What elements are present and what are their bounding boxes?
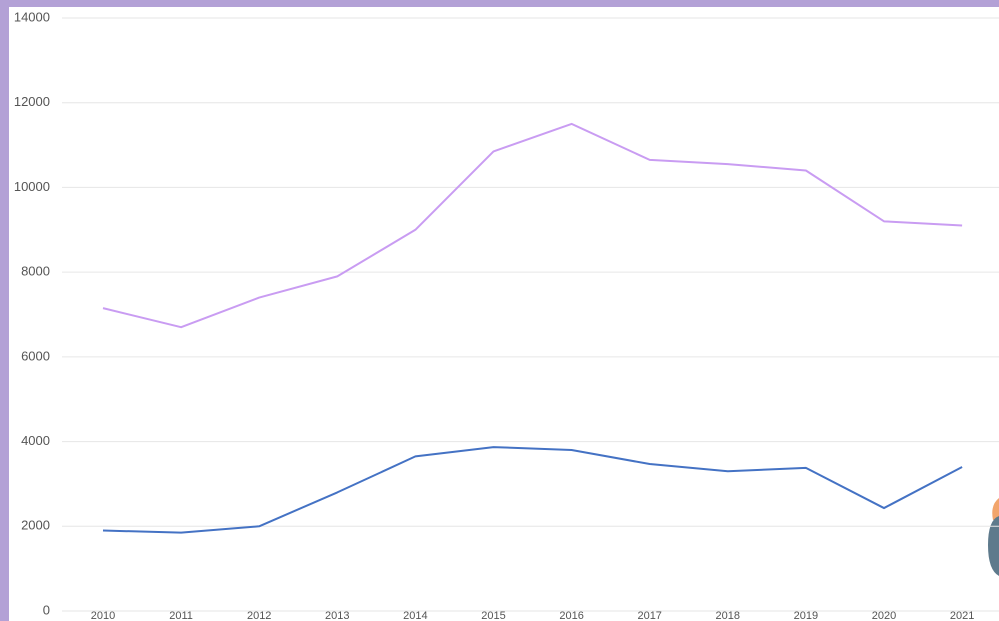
x-tick-label: 2012	[247, 610, 271, 621]
y-tick-label: 0	[43, 602, 50, 617]
y-tick-label: 4000	[21, 433, 50, 448]
y-tick-label: 8000	[21, 264, 50, 279]
decoration-skin	[992, 498, 999, 520]
series-line	[102, 122, 963, 329]
x-tick-label: 2015	[481, 610, 505, 621]
y-tick-label: 12000	[14, 94, 50, 109]
x-tick-label: 2018	[716, 610, 740, 621]
x-tick-label: 2010	[91, 610, 115, 621]
x-tick-label: 2013	[325, 610, 349, 621]
x-tick-label: 2011	[169, 610, 193, 621]
left-border	[0, 0, 9, 621]
y-tick-label: 6000	[21, 348, 50, 363]
y-tick-label: 14000	[14, 9, 50, 24]
x-tick-label: 2014	[403, 610, 427, 621]
y-tick-label: 10000	[14, 179, 50, 194]
decoration-body	[988, 516, 999, 576]
series-line	[102, 446, 963, 534]
x-tick-label: 2019	[794, 610, 818, 621]
x-tick-label: 2016	[559, 610, 583, 621]
top-border	[0, 0, 999, 7]
x-tick-label: 2020	[872, 610, 896, 621]
x-tick-label: 2021	[950, 610, 974, 621]
x-tick-label: 2017	[637, 610, 661, 621]
y-tick-label: 2000	[21, 518, 50, 533]
decoration	[988, 498, 999, 576]
